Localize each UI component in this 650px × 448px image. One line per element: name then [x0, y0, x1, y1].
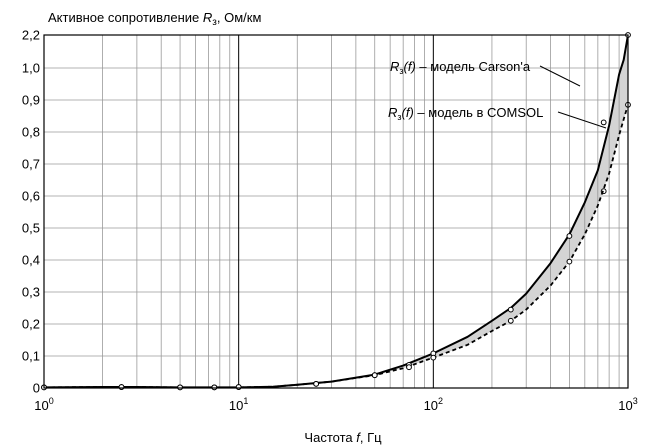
- series-2-point: [430, 354, 437, 361]
- series-2-point: [406, 364, 412, 371]
- series-group: [41, 32, 631, 391]
- series-2-point: [177, 384, 183, 391]
- x-tick-label: 100: [34, 396, 53, 413]
- x-axis-label-prefix: Частота: [304, 430, 356, 445]
- y-tick-label: 0,4: [22, 253, 40, 268]
- series-2-point: [600, 119, 607, 126]
- y-tick-label: 0,5: [22, 221, 40, 236]
- series-2-point: [507, 317, 514, 324]
- y-tick-label: 1,0: [22, 61, 40, 76]
- y-tick-label: 2,2: [22, 28, 40, 43]
- y-tick-label: 0,7: [22, 157, 40, 172]
- chart-title-subscript: з: [212, 17, 217, 28]
- series-line-2: [43, 104, 629, 389]
- chart-title-suffix: , Ом/км: [217, 10, 262, 25]
- y-tick-label: 0: [33, 381, 40, 396]
- chart-title: Активное сопротивление Rз, Ом/км: [48, 10, 261, 28]
- x-tick-label: 102: [424, 396, 443, 413]
- series-2-point: [211, 384, 218, 391]
- y-tick-label: 0,1: [22, 349, 40, 364]
- legend: Rз(f) – модель Carson'a Rз(f) – модель в …: [388, 59, 607, 129]
- x-tick-label: 101: [229, 396, 248, 413]
- x-tick-label: 103: [618, 396, 637, 413]
- y-tick-label: 0,8: [22, 125, 40, 140]
- y-tick-label: 0,6: [22, 189, 40, 204]
- y-tick-label: 0,3: [22, 285, 40, 300]
- x-axis-label: Частота f, Гц: [304, 430, 382, 445]
- y-axis-ticks: 0 0,1 0,2 0,3 0,4 0,5 0,6 0,7 0,8 0,9 1,0 2,2: [22, 28, 40, 396]
- legend-label-2: Rз(f) – модель в COMSOL: [388, 105, 543, 122]
- x-axis-label-suffix: , Гц: [360, 430, 382, 445]
- legend-label-1: Rз(f) – модель Carson'a: [390, 59, 531, 76]
- series-2-point: [118, 384, 125, 390]
- chart-title-symbol: R: [203, 10, 212, 25]
- shaded-area: [44, 35, 628, 388]
- series-2-point: [313, 380, 320, 387]
- series-1-point: [507, 306, 514, 313]
- series-2-point: [235, 384, 242, 390]
- legend-leader-1: [539, 65, 581, 87]
- chart-title-prefix: Активное сопротивление: [48, 10, 203, 25]
- y-tick-label: 0,9: [22, 93, 40, 108]
- series-line-1: [43, 34, 629, 389]
- y-tick-label: 0,2: [22, 317, 40, 332]
- series-2-point: [371, 372, 378, 379]
- series-1-point: [566, 233, 573, 239]
- grid: [43, 34, 629, 389]
- plot-frame: [43, 34, 629, 389]
- series-2-point: [566, 258, 573, 265]
- x-axis-ticks: 100 101 102 103: [34, 396, 637, 413]
- x-axis-label-symbol: f: [356, 430, 361, 445]
- legend-leader-2: [557, 111, 607, 129]
